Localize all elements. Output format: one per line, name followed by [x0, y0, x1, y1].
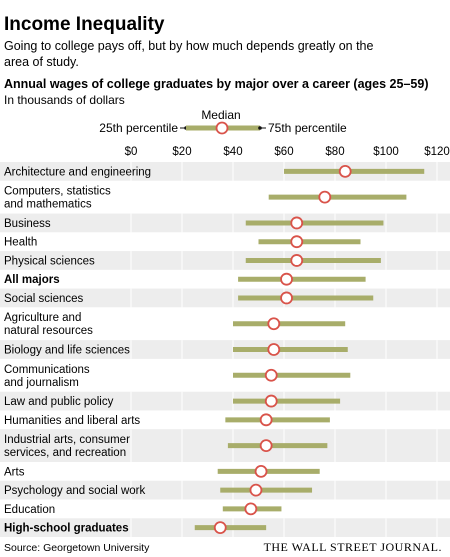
chart-title: Annual wages of college graduates by maj…: [4, 77, 428, 91]
median-marker: [280, 272, 293, 286]
row-label: Agriculture and: [4, 312, 81, 324]
row-label: and journalism: [4, 377, 79, 389]
row-stripe: [0, 429, 450, 462]
x-axis: $0 $20 $40 $60 $80 $100 $120: [125, 146, 450, 158]
median-marker: [249, 483, 263, 497]
row: Architecture and engineering: [0, 162, 450, 181]
x-tick-label: $100: [373, 146, 399, 158]
row-label: Education: [4, 504, 55, 516]
x-tick-label: $80: [325, 146, 344, 158]
row: Health: [4, 232, 438, 252]
median-marker: [267, 343, 281, 356]
row-label: Architecture and engineering: [4, 166, 151, 178]
row: Physical sciences: [0, 251, 450, 270]
x-tick-label: $60: [274, 146, 293, 158]
row-stripe: [0, 340, 450, 359]
row-label: Industrial arts, consumer: [4, 434, 130, 446]
row: Humanities and liberal arts: [4, 410, 438, 430]
median-marker: [264, 394, 278, 408]
row-stripe: [0, 288, 450, 308]
row-label: Health: [4, 237, 37, 249]
row: Social sciences: [0, 288, 450, 308]
row-label: Psychology and social work: [4, 485, 146, 497]
median-marker: [290, 216, 304, 230]
row-label: Biology and life sciences: [4, 345, 130, 357]
row: Psychology and social work: [0, 480, 450, 500]
median-marker: [338, 164, 352, 178]
row: All majors: [4, 269, 438, 289]
row-label: High-school graduates: [4, 523, 129, 535]
x-tick-label: $40: [223, 146, 242, 158]
x-tick-label: $0: [125, 146, 138, 158]
legend: Median 25th percentile 75th percentile: [99, 108, 347, 135]
row: Law and public policy: [0, 391, 450, 411]
legend-median-marker: [215, 121, 229, 135]
median-marker: [290, 235, 304, 249]
median-marker: [264, 368, 278, 382]
unit-note: In thousands of dollars: [4, 93, 125, 107]
row-label: Business: [4, 218, 51, 230]
median-marker: [254, 464, 268, 478]
row-label: Social sciences: [4, 293, 84, 305]
row: Education: [4, 499, 438, 519]
legend-p75-dot: [258, 126, 262, 130]
row: Arts: [4, 462, 438, 481]
row-label: Physical sciences: [4, 255, 95, 267]
row-label: Communications: [4, 364, 90, 376]
row: Biology and life sciences: [0, 340, 450, 359]
row-stripe: [0, 162, 450, 181]
median-marker: [259, 413, 273, 427]
median-marker: [259, 439, 273, 452]
row: High-school graduates: [0, 518, 450, 537]
row-stripe: [0, 213, 450, 233]
row-label: Humanities and liberal arts: [4, 415, 140, 427]
median-marker: [267, 317, 281, 331]
median-marker: [213, 521, 227, 535]
publisher-credit: THE WALL STREET JOURNAL.: [264, 540, 442, 554]
row-label: services, and recreation: [4, 447, 126, 459]
row-stripe: [0, 251, 450, 270]
median-marker: [290, 254, 304, 267]
subtitle-line-2: area of study.: [4, 55, 79, 69]
row-label: Computers, statistics: [4, 186, 111, 198]
row-label: Law and public policy: [4, 396, 114, 408]
x-tick-label: $120: [424, 146, 450, 158]
median-marker: [280, 291, 293, 305]
plot-rows: Architecture and engineering Computers, s…: [0, 162, 450, 537]
row-stripe: [0, 391, 450, 411]
legend-p75-label: 75th percentile: [268, 121, 347, 135]
chart-headline: Income Inequality: [4, 14, 165, 35]
legend-p25-label: 25th percentile: [99, 121, 178, 135]
row: Business: [0, 213, 450, 233]
source-note: Source: Georgetown University: [4, 542, 150, 554]
x-tick-label: $20: [172, 146, 191, 158]
row-label: natural resources: [4, 325, 93, 337]
median-marker: [244, 502, 258, 516]
row-label: and mathematics: [4, 199, 92, 211]
median-marker: [318, 190, 332, 204]
subtitle-line-1: Going to college pays off, but by how mu…: [4, 39, 374, 53]
legend-median-label: Median: [201, 108, 240, 122]
row-label: All majors: [4, 274, 60, 286]
row-label: Arts: [4, 466, 25, 478]
